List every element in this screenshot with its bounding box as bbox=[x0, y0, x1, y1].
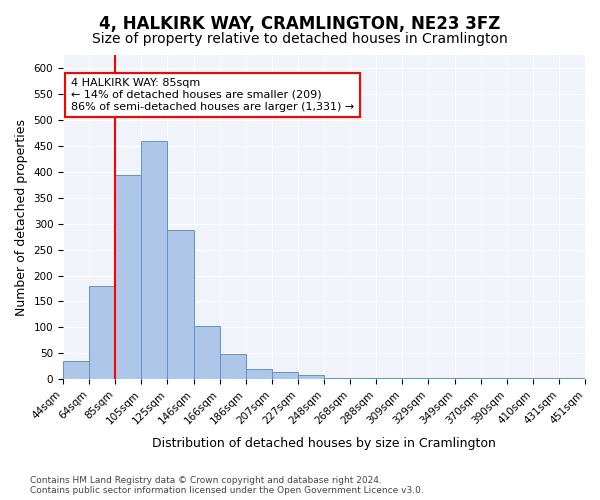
Text: 4, HALKIRK WAY, CRAMLINGTON, NE23 3FZ: 4, HALKIRK WAY, CRAMLINGTON, NE23 3FZ bbox=[100, 15, 500, 33]
Bar bbox=[298, 374, 324, 380]
Bar bbox=[428, 378, 455, 380]
Bar bbox=[63, 361, 89, 380]
Bar bbox=[194, 326, 220, 380]
Bar bbox=[481, 378, 507, 380]
Text: Contains public sector information licensed under the Open Government Licence v3: Contains public sector information licen… bbox=[30, 486, 424, 495]
Bar bbox=[507, 378, 533, 380]
Text: 4 HALKIRK WAY: 85sqm
← 14% of detached houses are smaller (209)
86% of semi-deta: 4 HALKIRK WAY: 85sqm ← 14% of detached h… bbox=[71, 78, 354, 112]
Text: Contains HM Land Registry data © Crown copyright and database right 2024.: Contains HM Land Registry data © Crown c… bbox=[30, 476, 382, 485]
X-axis label: Distribution of detached houses by size in Cramlington: Distribution of detached houses by size … bbox=[152, 437, 496, 450]
Bar bbox=[324, 378, 350, 380]
Bar bbox=[533, 378, 559, 380]
Bar bbox=[350, 378, 376, 380]
Bar bbox=[559, 378, 585, 380]
Bar bbox=[167, 230, 194, 380]
Bar bbox=[220, 354, 246, 380]
Bar bbox=[89, 286, 115, 380]
Bar bbox=[142, 140, 167, 380]
Y-axis label: Number of detached properties: Number of detached properties bbox=[15, 118, 28, 316]
Bar bbox=[246, 369, 272, 380]
Bar bbox=[272, 372, 298, 380]
Bar bbox=[455, 378, 481, 380]
Bar bbox=[376, 378, 403, 380]
Bar bbox=[403, 378, 428, 380]
Text: Size of property relative to detached houses in Cramlington: Size of property relative to detached ho… bbox=[92, 32, 508, 46]
Bar bbox=[115, 176, 142, 380]
